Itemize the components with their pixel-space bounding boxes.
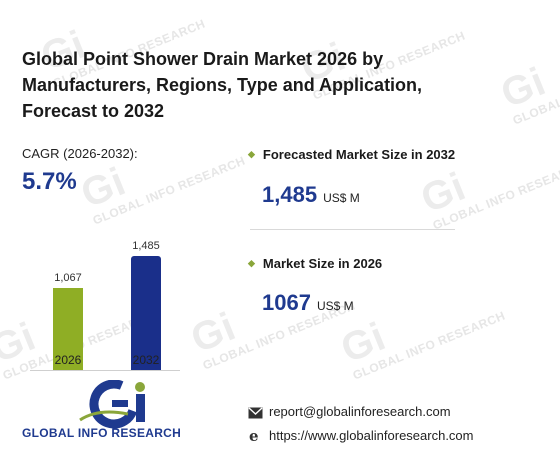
x-tick-2032: 2032 [132,353,160,367]
cagr-label: CAGR (2026-2032): [22,146,138,161]
axis-line [30,370,180,371]
forecast-label: ◆ Forecasted Market Size in 2032 [248,147,456,162]
x-tick-2026: 2026 [54,353,82,367]
cagr-value: 5.7% [22,168,77,195]
contact-website[interactable]: e https://www.globalinforesearch.com [249,427,474,445]
page-title: Global Point Shower Drain Market 2026 by… [22,49,423,121]
bullet-icon: ◆ [248,149,255,159]
bar-chart: 1,067 1,485 [30,230,210,370]
bar-value-label-2026: 1,067 [54,272,82,284]
bar-2026 [53,288,83,370]
divider [250,229,455,230]
bar-value-label-2032: 1,485 [132,240,160,252]
bar-2032 [131,256,161,370]
company-logo [79,380,145,429]
current-label: ◆ Market Size in 2026 [248,256,383,271]
forecast-value: 1,485 US$ M [262,182,360,207]
browser-icon: e [249,427,259,445]
svg-text:e: e [249,428,259,443]
mail-icon [248,407,263,419]
logo-text: GLOBAL INFO RESEARCH [22,426,182,440]
contact-email[interactable]: report@globalinforesearch.com [248,404,451,419]
current-value: 1067 US$ M [262,290,354,315]
bullet-icon: ◆ [248,258,255,268]
